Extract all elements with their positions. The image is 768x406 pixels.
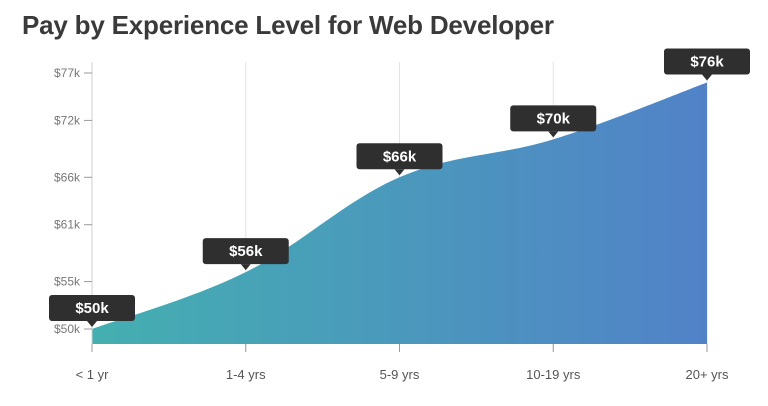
x-tick-label: 20+ yrs: [686, 367, 729, 382]
data-label: $70k: [537, 110, 571, 127]
callout-box: [202, 238, 289, 265]
value-callouts: $50k $56k $66k $70k $76k: [49, 48, 750, 327]
x-tick-label: 10-19 yrs: [526, 367, 581, 382]
value-callout: $66k: [356, 143, 443, 176]
callout-box: [356, 143, 443, 170]
y-tick-label: $77k: [54, 66, 81, 80]
x-tick-label: < 1 yr: [76, 367, 110, 382]
callout-pointer: [548, 131, 559, 138]
area-series: [92, 82, 707, 345]
y-tick-label: $61k: [54, 218, 81, 232]
data-label: $66k: [383, 148, 417, 165]
callout-box: [664, 48, 750, 75]
callout-box: [49, 295, 135, 321]
callout-pointer: [394, 169, 405, 176]
callout-box: [510, 105, 597, 132]
data-label: $50k: [75, 300, 109, 317]
callout-pointer: [702, 74, 712, 81]
y-tick-label: $66k: [54, 170, 81, 184]
chart-title: Pay by Experience Level for Web Develope…: [22, 10, 554, 40]
x-tick-label: 1-4 yrs: [226, 367, 266, 382]
y-tick-label: $50k: [54, 322, 81, 336]
data-label: $56k: [229, 243, 263, 260]
axes: $50k $55k $61k $66k $72k $77k < 1 yr 1-4 yrs 5-9…: [54, 62, 729, 382]
data-label: $76k: [690, 53, 724, 70]
value-callout: $50k: [49, 295, 135, 327]
callout-pointer: [240, 264, 251, 271]
y-tick-label: $72k: [54, 113, 81, 127]
x-tick-label: 5-9 yrs: [380, 367, 420, 382]
value-callout: $70k: [510, 105, 597, 138]
value-callout: $56k: [202, 238, 289, 271]
callout-pointer: [87, 321, 97, 327]
y-tick-label: $55k: [54, 275, 81, 289]
value-callout: $76k: [664, 48, 750, 81]
